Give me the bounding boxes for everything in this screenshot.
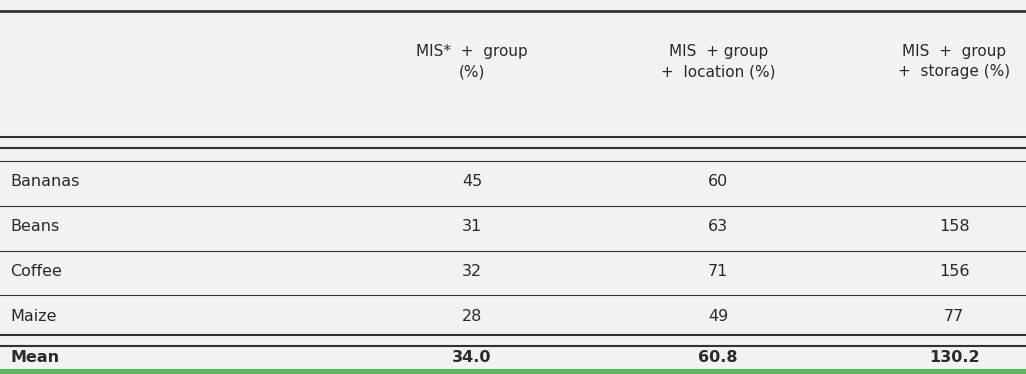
Text: Beans: Beans bbox=[10, 219, 60, 234]
Text: 156: 156 bbox=[939, 264, 970, 279]
Text: 31: 31 bbox=[462, 219, 482, 234]
Text: 60: 60 bbox=[708, 174, 728, 189]
Text: Maize: Maize bbox=[10, 309, 56, 324]
Text: 49: 49 bbox=[708, 309, 728, 324]
Text: MIS*  +  group
(%): MIS* + group (%) bbox=[417, 44, 527, 79]
Text: 60.8: 60.8 bbox=[699, 350, 738, 365]
Text: 130.2: 130.2 bbox=[929, 350, 980, 365]
Text: 63: 63 bbox=[708, 219, 728, 234]
Text: Bananas: Bananas bbox=[10, 174, 80, 189]
Text: MIS  + group
+  location (%): MIS + group + location (%) bbox=[661, 44, 776, 79]
Text: Mean: Mean bbox=[10, 350, 60, 365]
Text: 158: 158 bbox=[939, 219, 970, 234]
Text: 71: 71 bbox=[708, 264, 728, 279]
Text: Coffee: Coffee bbox=[10, 264, 63, 279]
Text: 34.0: 34.0 bbox=[452, 350, 491, 365]
Text: 32: 32 bbox=[462, 264, 482, 279]
Text: MIS  +  group
+  storage (%): MIS + group + storage (%) bbox=[898, 44, 1011, 79]
Text: 45: 45 bbox=[462, 174, 482, 189]
Text: 77: 77 bbox=[944, 309, 964, 324]
Text: 28: 28 bbox=[462, 309, 482, 324]
